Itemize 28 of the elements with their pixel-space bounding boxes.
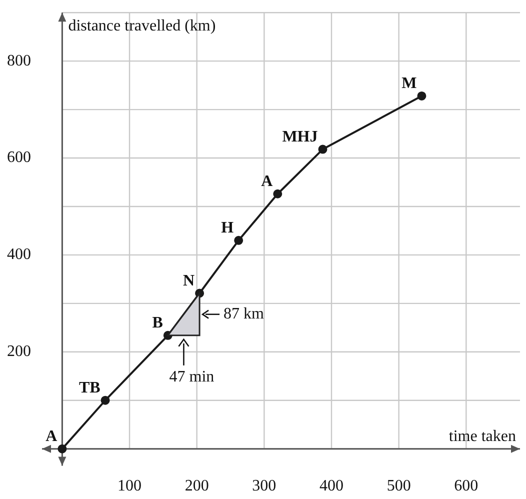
data-label: A [46,428,58,445]
data-label: MHJ [282,128,318,146]
x-tick-label: 100 [118,478,142,495]
point [100,396,110,405]
x-tick-label: 200 [184,478,209,495]
data-label: N [182,272,195,290]
point [234,236,244,245]
y-tick-label: 400 [7,246,31,264]
x-tick-label: 500 [386,478,411,495]
x-tick-label: 600 [454,478,478,495]
x-tick-label: 300 [252,478,276,495]
point [318,144,328,154]
y-tick-label: 600 [7,149,31,166]
x-axis-title: time taken [448,428,516,445]
annotation: 47 min [169,368,214,386]
data-label: H [221,220,234,237]
x-tick-label: 400 [319,478,344,495]
point [273,189,282,198]
data-label: A [261,173,274,190]
point [417,91,426,100]
y-axis-title: distance travelled (km) [68,18,216,35]
data-label: M [402,75,417,92]
annotation: 87 km [224,306,265,323]
data-label: B [152,314,164,332]
point [58,444,67,454]
y-tick-label: 200 [7,343,31,360]
data-label: TB [78,380,101,397]
y-tick-label: 800 [7,52,31,70]
